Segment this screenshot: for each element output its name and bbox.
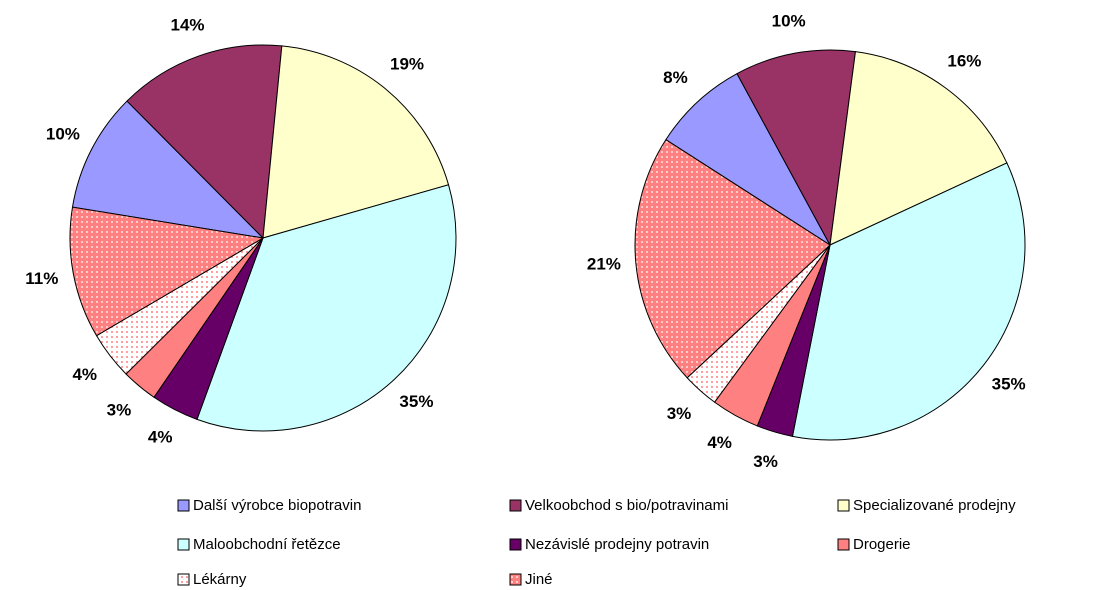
- slice-label: 4%: [72, 365, 97, 384]
- legend-label: Lékárny: [193, 571, 247, 588]
- slice-label: 3%: [667, 404, 692, 423]
- slice-label: 3%: [107, 400, 132, 419]
- pie-slice: [736, 49, 857, 247]
- slice-label: 35%: [992, 375, 1026, 394]
- legend-swatch: [177, 538, 190, 551]
- legend-label: Drogerie: [853, 536, 911, 553]
- slice-label: 35%: [399, 392, 433, 411]
- pie-slice: [262, 45, 450, 239]
- legend-label: Maloobchodní řetězce: [193, 536, 341, 553]
- slice-label: 14%: [171, 16, 205, 35]
- slice-label: 4%: [707, 433, 732, 452]
- pie-slice: [791, 162, 1026, 441]
- legend-swatch: [177, 499, 190, 512]
- pie-slice: [126, 44, 283, 240]
- slice-label: 4%: [148, 428, 173, 447]
- legend-label: Další výrobce biopotravin: [193, 497, 361, 514]
- legend-label: Nezávislé prodejny potravin: [525, 536, 709, 553]
- slice-label: 11%: [25, 269, 58, 288]
- slice-label: 10%: [46, 125, 80, 144]
- pie-slice: [829, 51, 1008, 246]
- slice-label: 3%: [753, 452, 778, 471]
- slice-label: 21%: [587, 255, 621, 274]
- pie-slice: [665, 72, 831, 246]
- legend-label: Jiné: [525, 571, 553, 588]
- legend-swatch: [837, 538, 850, 551]
- slice-label: 10%: [772, 11, 806, 30]
- legend-swatch: [509, 499, 522, 512]
- pie-slice: [71, 100, 265, 239]
- slice-label: 8%: [663, 68, 688, 87]
- slice-label: 19%: [390, 55, 424, 74]
- slice-label: 16%: [947, 52, 981, 71]
- legend-swatch: [177, 573, 190, 586]
- legend-swatch: [509, 538, 522, 551]
- legend-label: Specializované prodejny: [853, 497, 1016, 514]
- pie-slice: [196, 184, 457, 432]
- legend-label: Velkoobchod s bio/potravinami: [525, 497, 728, 514]
- legend-swatch: [837, 499, 850, 512]
- legend-swatch: [509, 573, 522, 586]
- pie-slice: [634, 138, 831, 379]
- pie-slice: [69, 206, 265, 337]
